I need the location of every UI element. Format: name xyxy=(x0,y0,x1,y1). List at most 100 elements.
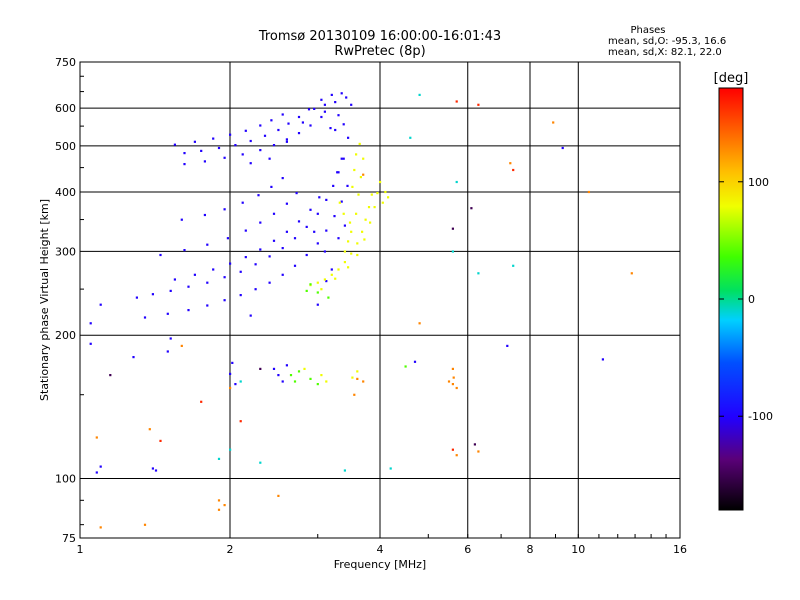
data-point xyxy=(244,129,247,132)
data-point xyxy=(309,124,312,127)
x-tick-label: 10 xyxy=(571,543,585,556)
colorbar-tick-label: -100 xyxy=(748,410,773,423)
data-point xyxy=(384,190,387,194)
data-point xyxy=(244,229,247,232)
data-point xyxy=(509,162,512,165)
data-point xyxy=(259,221,262,224)
data-point xyxy=(193,273,196,276)
y-tick-label: 500 xyxy=(55,140,76,153)
data-point xyxy=(259,149,262,152)
data-point xyxy=(229,262,232,265)
data-point xyxy=(268,157,271,160)
data-point xyxy=(356,377,359,380)
data-point xyxy=(217,499,221,502)
data-point xyxy=(297,132,301,135)
data-point xyxy=(281,380,284,383)
data-point xyxy=(151,293,154,296)
data-point xyxy=(362,380,365,383)
data-point xyxy=(418,322,421,325)
y-tick-label: 600 xyxy=(55,102,76,115)
data-point xyxy=(477,450,480,453)
data-point xyxy=(285,138,288,141)
x-tick-label: 6 xyxy=(464,543,471,556)
x-tick-label: 1 xyxy=(77,543,84,556)
data-point xyxy=(151,467,154,470)
data-point xyxy=(370,193,373,196)
data-point xyxy=(451,448,454,451)
data-point xyxy=(180,344,183,347)
data-point xyxy=(259,367,262,370)
data-point xyxy=(356,253,359,257)
data-point xyxy=(451,227,454,230)
data-point xyxy=(99,303,102,306)
data-point xyxy=(272,144,276,147)
data-point xyxy=(512,264,515,267)
data-point xyxy=(212,268,215,271)
data-point xyxy=(166,350,169,353)
data-point xyxy=(244,256,247,259)
data-point xyxy=(355,153,358,156)
data-point xyxy=(351,376,354,379)
y-tick-label: 100 xyxy=(55,473,76,486)
data-point xyxy=(297,115,301,119)
data-point xyxy=(330,273,333,276)
data-point xyxy=(506,344,509,347)
stats-line-x: mean, sd,X: 82.1, 22.0 xyxy=(608,47,722,58)
data-point xyxy=(226,237,229,240)
data-point xyxy=(99,465,102,468)
data-point xyxy=(369,221,372,224)
data-point xyxy=(343,224,346,227)
data-point xyxy=(95,436,98,439)
colorbar-tick-label: 100 xyxy=(748,176,769,189)
data-point xyxy=(455,454,458,457)
data-point xyxy=(320,288,323,291)
data-point xyxy=(229,386,232,390)
data-point xyxy=(630,272,633,275)
data-point xyxy=(347,240,350,243)
x-axis-label: Frequency [MHz] xyxy=(334,558,426,571)
data-point xyxy=(259,248,262,251)
data-point xyxy=(249,314,252,317)
data-point xyxy=(166,312,169,315)
data-point xyxy=(241,201,244,204)
data-point xyxy=(259,461,262,464)
data-point xyxy=(180,218,183,221)
data-point xyxy=(320,374,323,377)
data-point xyxy=(241,153,244,156)
data-point xyxy=(234,383,237,386)
data-point xyxy=(217,508,221,511)
data-point xyxy=(389,467,392,470)
data-point xyxy=(353,168,356,172)
data-point xyxy=(340,157,343,160)
colorbar-ticks: -100 0 100 xyxy=(719,176,773,423)
data-point xyxy=(587,190,590,194)
data-point xyxy=(512,168,515,172)
data-point xyxy=(297,370,301,373)
data-point xyxy=(281,247,284,250)
data-point xyxy=(357,193,360,196)
data-point xyxy=(387,196,390,199)
data-point xyxy=(229,133,232,136)
data-point xyxy=(277,494,280,497)
data-point xyxy=(342,212,345,215)
data-point xyxy=(223,156,226,159)
data-point xyxy=(409,136,412,139)
data-point xyxy=(239,380,242,383)
data-point xyxy=(451,250,454,253)
data-point xyxy=(418,93,421,96)
data-point xyxy=(200,400,203,403)
data-point xyxy=(277,128,280,132)
data-point xyxy=(231,361,234,364)
data-point xyxy=(159,253,162,257)
data-point xyxy=(206,304,209,307)
data-point xyxy=(249,162,252,165)
data-point xyxy=(350,252,353,255)
data-point xyxy=(340,200,343,203)
data-point xyxy=(169,289,172,292)
data-point xyxy=(309,283,312,286)
data-point xyxy=(356,370,359,373)
data-point xyxy=(316,303,319,306)
data-point xyxy=(332,184,335,187)
data-point xyxy=(249,139,252,143)
